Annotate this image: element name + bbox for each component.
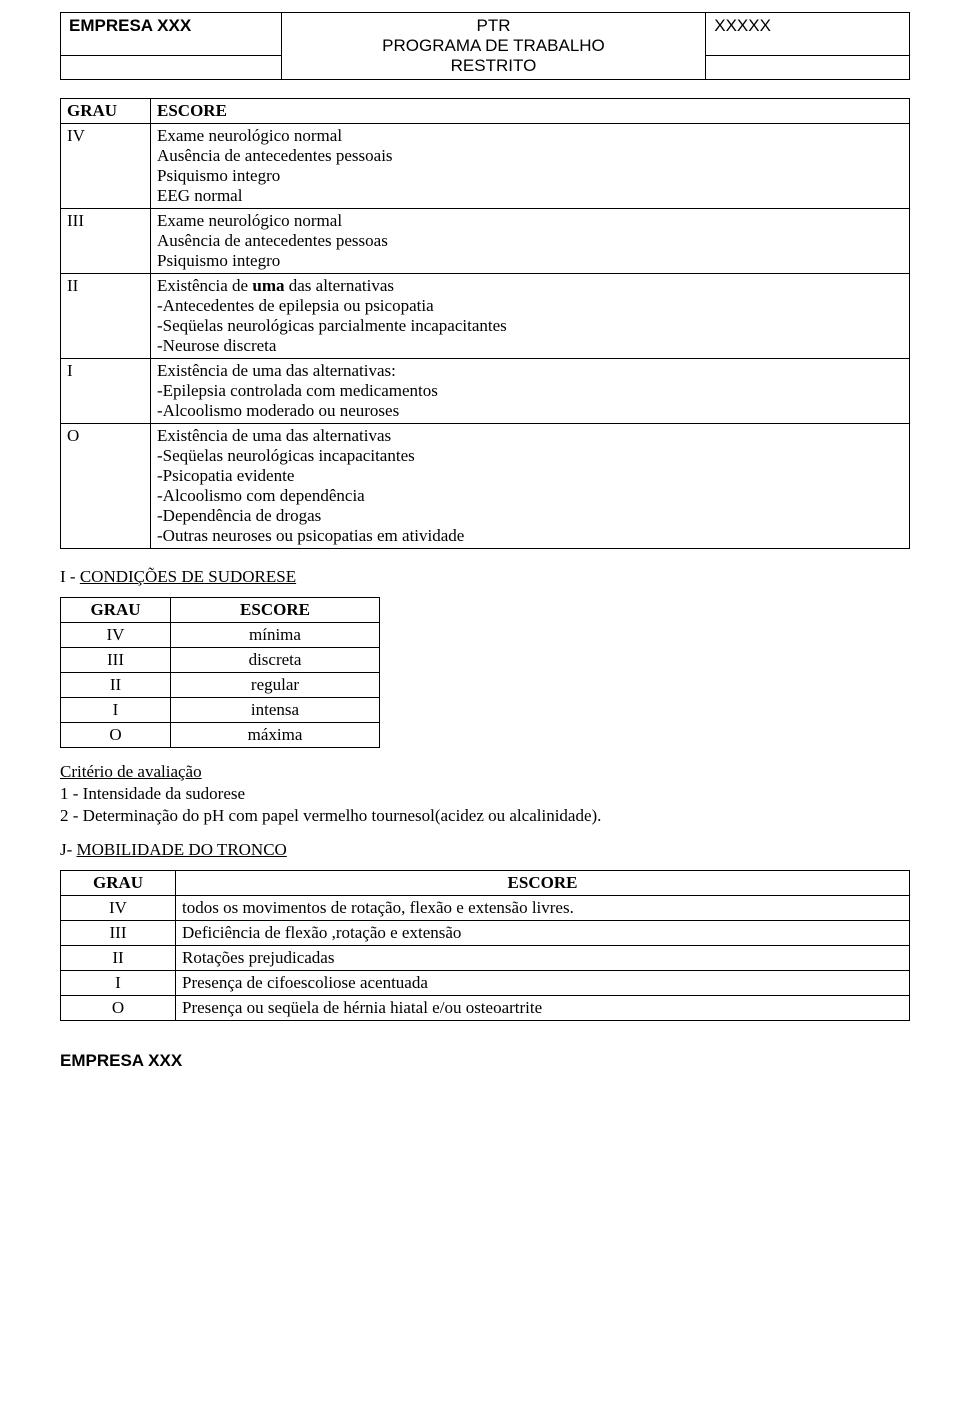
grau-cell: III xyxy=(61,921,176,946)
section-j-text: MOBILIDADE DO TRONCO xyxy=(77,840,287,859)
escore-line: Existência de uma das alternativas xyxy=(157,276,903,296)
escore-cell: Exame neurológico normal Ausência de ant… xyxy=(151,209,910,274)
section-j-prefix: J- xyxy=(60,840,77,859)
table-row: O máxima xyxy=(61,723,380,748)
footer-company: EMPRESA XXX xyxy=(60,1051,910,1071)
grau-cell: II xyxy=(61,274,151,359)
escore-line: Ausência de antecedentes pessoas xyxy=(157,231,903,251)
escore-cell: regular xyxy=(171,673,380,698)
escore-line: -Antecedentes de epilepsia ou psicopatia xyxy=(157,296,903,316)
escore-cell: discreta xyxy=(171,648,380,673)
neuro-col-grau: GRAU xyxy=(61,99,151,124)
header-empty-right xyxy=(706,56,910,80)
escore-line: Psiquismo integro xyxy=(157,166,903,186)
table-row: I Existência de uma das alternativas: -E… xyxy=(61,359,910,424)
tronco-col-escore: ESCORE xyxy=(176,871,910,896)
escore-cell: Rotações prejudicadas xyxy=(176,946,910,971)
table-row: O Presença ou seqüela de hérnia hiatal e… xyxy=(61,996,910,1021)
grau-cell: II xyxy=(61,946,176,971)
table-row: II regular xyxy=(61,673,380,698)
header-title-line2: PROGRAMA DE TRABALHO xyxy=(382,36,605,55)
escore-cell: Existência de uma das alternativas -Seqü… xyxy=(151,424,910,549)
grau-cell: IV xyxy=(61,124,151,209)
escore-cell: Existência de uma das alternativas -Ante… xyxy=(151,274,910,359)
header-company: EMPRESA XXX xyxy=(61,13,282,56)
criterio-item-2: 2 - Determinação do pH com papel vermelh… xyxy=(60,806,910,826)
sudorese-table: GRAU ESCORE IV mínima III discreta II re… xyxy=(60,597,380,748)
escore-line: Ausência de antecedentes pessoais xyxy=(157,146,903,166)
criterio-title-text: Critério de avaliação xyxy=(60,762,202,781)
table-row: II Existência de uma das alternativas -A… xyxy=(61,274,910,359)
grau-cell: I xyxy=(61,359,151,424)
tronco-col-grau: GRAU xyxy=(61,871,176,896)
escore-line: -Alcoolismo moderado ou neuroses xyxy=(157,401,903,421)
escore-line: Existência de uma das alternativas: xyxy=(157,361,903,381)
tronco-table: GRAU ESCORE IV todos os movimentos de ro… xyxy=(60,870,910,1021)
section-i-title: I - CONDIÇÕES DE SUDORESE xyxy=(60,567,910,587)
grau-cell: III xyxy=(61,209,151,274)
escore-cell: mínima xyxy=(171,623,380,648)
criterio-item-1: 1 - Intensidade da sudorese xyxy=(60,784,910,804)
grau-cell: II xyxy=(61,673,171,698)
escore-line: -Alcoolismo com dependência xyxy=(157,486,903,506)
grau-cell: IV xyxy=(61,896,176,921)
grau-cell: III xyxy=(61,648,171,673)
escore-cell: Existência de uma das alternativas: -Epi… xyxy=(151,359,910,424)
escore-line: -Neurose discreta xyxy=(157,336,903,356)
table-row: I Presença de cifoescoliose acentuada xyxy=(61,971,910,996)
grau-cell: O xyxy=(61,996,176,1021)
escore-cell: Deficiência de flexão ,rotação e extensã… xyxy=(176,921,910,946)
escore-cell: Presença ou seqüela de hérnia hiatal e/o… xyxy=(176,996,910,1021)
section-i-text: CONDIÇÕES DE SUDORESE xyxy=(80,567,296,586)
neuro-col-escore: ESCORE xyxy=(151,99,910,124)
header-title: PTR PROGRAMA DE TRABALHO RESTRITO xyxy=(281,13,706,80)
grau-cell: I xyxy=(61,971,176,996)
escore-line: Existência de uma das alternativas xyxy=(157,426,903,446)
header-title-line3: RESTRITO xyxy=(451,56,537,75)
grau-cell: O xyxy=(61,723,171,748)
escore-line: -Seqüelas neurológicas incapacitantes xyxy=(157,446,903,466)
escore-line: -Seqüelas neurológicas parcialmente inca… xyxy=(157,316,903,336)
section-i-prefix: I - xyxy=(60,567,80,586)
table-row: III Exame neurológico normal Ausência de… xyxy=(61,209,910,274)
grau-cell: I xyxy=(61,698,171,723)
escore-cell: máxima xyxy=(171,723,380,748)
neuro-table: GRAU ESCORE IV Exame neurológico normal … xyxy=(60,98,910,549)
escore-line: Exame neurológico normal xyxy=(157,211,903,231)
header-title-short: PTR xyxy=(476,16,510,35)
section-j-title: J- MOBILIDADE DO TRONCO xyxy=(60,840,910,860)
escore-text-pre: Existência de xyxy=(157,276,252,295)
sudorese-col-escore: ESCORE xyxy=(171,598,380,623)
criterio-title: Critério de avaliação xyxy=(60,762,910,782)
table-row: I intensa xyxy=(61,698,380,723)
escore-line: Exame neurológico normal xyxy=(157,126,903,146)
escore-cell: todos os movimentos de rotação, flexão e… xyxy=(176,896,910,921)
escore-line: Psiquismo integro xyxy=(157,251,903,271)
escore-line: -Psicopatia evidente xyxy=(157,466,903,486)
table-row: II Rotações prejudicadas xyxy=(61,946,910,971)
escore-cell: intensa xyxy=(171,698,380,723)
escore-cell: Exame neurológico normal Ausência de ant… xyxy=(151,124,910,209)
header-empty-left xyxy=(61,56,282,80)
escore-cell: Presença de cifoescoliose acentuada xyxy=(176,971,910,996)
header-box: EMPRESA XXX PTR PROGRAMA DE TRABALHO RES… xyxy=(60,12,910,80)
table-row: IV todos os movimentos de rotação, flexã… xyxy=(61,896,910,921)
grau-cell: O xyxy=(61,424,151,549)
escore-line: -Epilepsia controlada com medicamentos xyxy=(157,381,903,401)
escore-text-post: das alternativas xyxy=(284,276,394,295)
table-row: III Deficiência de flexão ,rotação e ext… xyxy=(61,921,910,946)
sudorese-col-grau: GRAU xyxy=(61,598,171,623)
table-row: O Existência de uma das alternativas -Se… xyxy=(61,424,910,549)
escore-bold: uma xyxy=(252,276,284,295)
escore-line: -Dependência de drogas xyxy=(157,506,903,526)
table-row: IV Exame neurológico normal Ausência de … xyxy=(61,124,910,209)
grau-cell: IV xyxy=(61,623,171,648)
table-row: IV mínima xyxy=(61,623,380,648)
table-row: III discreta xyxy=(61,648,380,673)
escore-line: EEG normal xyxy=(157,186,903,206)
header-code: XXXXX xyxy=(706,13,910,56)
escore-line: -Outras neuroses ou psicopatias em ativi… xyxy=(157,526,903,546)
page: EMPRESA XXX PTR PROGRAMA DE TRABALHO RES… xyxy=(0,0,960,1091)
